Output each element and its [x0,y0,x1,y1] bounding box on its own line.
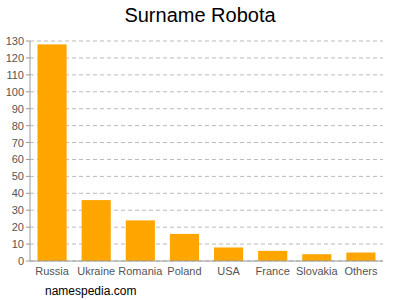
grid-line [30,41,383,42]
tick-mark [26,57,30,58]
bar [302,254,331,261]
tick-mark [26,261,30,262]
source: namespedia.com [45,284,136,298]
y-tick-label: 110 [6,69,24,81]
x-tick-label: Poland [167,265,201,277]
grid-line [30,57,383,58]
bar [126,220,155,261]
tick-mark [26,41,30,42]
bar [38,44,67,261]
y-axis [30,41,31,261]
grid-line [30,176,383,177]
tick-mark [26,176,30,177]
bar [170,234,199,261]
bar [346,253,375,261]
bar [258,251,287,261]
tick-mark [26,244,30,245]
tick-mark [26,227,30,228]
y-tick-label: 100 [6,86,24,98]
y-tick-label: 120 [6,52,24,64]
tick-mark [26,125,30,126]
y-tick-label: 60 [12,153,24,165]
x-tick-label: France [256,265,290,277]
x-tick-label: Slovakia [296,265,338,277]
tick-mark [26,142,30,143]
y-tick-label: 10 [12,238,24,250]
grid-line [30,159,383,160]
chart-svg: Surname Robota 0 10 20 30 40 50 60 70 80 90 100 110 1… [0,0,400,300]
y-tick-label: 30 [12,204,24,216]
y-tick-label: 90 [12,103,24,115]
chart-container: Surname Robota 0 10 20 30 40 50 60 70 80 90 100 110 1… [0,0,400,300]
x-tick-label: Ukraine [77,265,115,277]
y-tick-label: 50 [12,170,24,182]
tick-mark [26,193,30,194]
tick-mark [26,210,30,211]
bars [38,44,376,261]
x-tick-label: Others [344,265,378,277]
grid-line [30,261,383,262]
y-tick-label: 70 [12,137,24,149]
y-tick-label: 80 [12,120,24,132]
grid-line [30,74,383,75]
y-tick-label: 40 [12,187,24,199]
y-tick-label: 130 [6,35,24,47]
grid-line [30,125,383,126]
grid-line [30,193,383,194]
grid-line [30,108,383,109]
x-tick-label: USA [217,265,240,277]
y-tick-label: 20 [12,221,24,233]
bar [82,200,111,261]
tick-mark [26,108,30,109]
tick-mark [26,74,30,75]
title: Surname Robota [124,4,276,26]
tick-mark [26,91,30,92]
x-tick-label: Russia [35,265,70,277]
tick-mark [26,159,30,160]
grid-line [30,91,383,92]
grid-line [30,142,383,143]
x-axis [30,261,383,262]
x-tick-label: Romania [118,265,163,277]
y-tick-label: 0 [18,255,24,267]
bar [214,247,243,261]
